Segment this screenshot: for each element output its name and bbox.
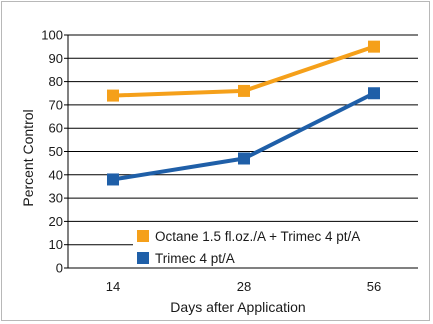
legend-label: Trimec 4 pt/A (155, 251, 235, 266)
data-point-marker (368, 87, 380, 100)
x-tick-label: 28 (237, 279, 251, 294)
series-group (107, 40, 380, 186)
y-tick-label: 10 (49, 237, 63, 252)
y-axis-title: Percent Control (20, 109, 36, 206)
x-tick-label: 14 (106, 279, 120, 294)
y-axis: 0 10 20 30 40 50 60 70 80 90 100 (41, 28, 69, 276)
legend-swatch (137, 230, 149, 242)
x-tick-label: 56 (367, 279, 381, 294)
y-tick-label: 40 (49, 167, 63, 182)
data-point-marker (368, 40, 380, 53)
legend-label: Octane 1.5 fl.oz./A + Trimec 4 pt/A (155, 229, 360, 244)
data-point-marker (238, 84, 250, 97)
data-point-marker (107, 89, 119, 102)
y-tick-label: 90 (49, 51, 63, 66)
y-tick-label: 20 (49, 214, 63, 229)
y-tick-label: 100 (41, 28, 63, 43)
gridlines (68, 34, 418, 246)
x-axis: 14 28 56 (68, 267, 418, 294)
y-tick-label: 60 (49, 121, 63, 136)
data-point-marker (238, 152, 250, 165)
y-tick-label: 70 (49, 97, 63, 112)
legend: Octane 1.5 fl.oz./A + Trimec 4 pt/A Trime… (133, 226, 418, 266)
data-point-marker (107, 173, 119, 186)
y-tick-label: 0 (56, 261, 63, 276)
legend-swatch (137, 252, 149, 264)
y-tick-label: 80 (49, 74, 63, 89)
legend-background (133, 226, 418, 266)
y-tick-label: 50 (49, 144, 63, 159)
series-line-2 (112, 91, 375, 182)
y-tick-label: 30 (49, 191, 63, 206)
x-axis-title: Days after Application (170, 299, 305, 315)
